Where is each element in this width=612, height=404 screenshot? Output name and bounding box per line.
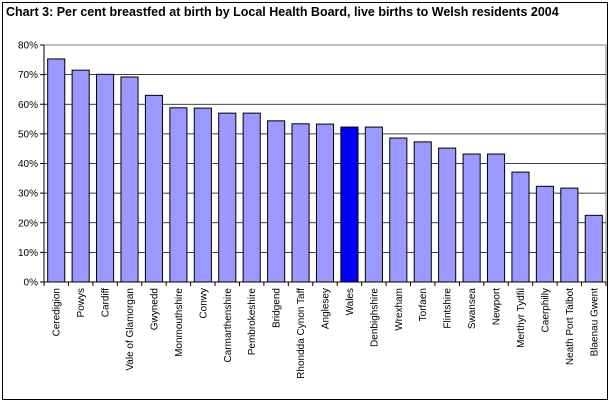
x-tick-label: Newport: [492, 288, 503, 325]
bar-newport: [486, 153, 506, 283]
bar-monmouthshire: [169, 107, 188, 283]
y-tick-label: 60%: [18, 100, 38, 111]
y-tick-label: 20%: [18, 218, 38, 229]
bar-gwynedd: [144, 94, 164, 283]
y-tick-label: 0%: [24, 278, 39, 289]
x-tick-label: Conwy: [198, 288, 209, 319]
bar-pembrokeshire: [242, 112, 261, 283]
bar-flintshire: [438, 147, 457, 283]
bar-neath-port-talbot: [560, 187, 579, 283]
x-tick-label: Blaenau Gwent: [589, 288, 600, 357]
x-tick-label: Ceredigion: [52, 288, 63, 336]
bar-swansea: [462, 153, 481, 283]
bar-carmarthenshire: [218, 112, 237, 283]
y-tick-label: 40%: [18, 159, 38, 170]
bar-bridgend: [267, 120, 286, 283]
x-tick-label: Monmouthshire: [174, 288, 185, 357]
x-tick-label: Carmarthenshire: [223, 288, 234, 363]
bar-conwy: [193, 107, 212, 283]
bar-powys: [71, 69, 90, 283]
y-tick-label: 70%: [18, 70, 38, 81]
x-tick-label: Powys: [76, 288, 87, 317]
x-tick-label: Wrexham: [394, 288, 405, 331]
bar-anglesey: [315, 123, 335, 283]
x-tick-label: Gwynedd: [149, 288, 160, 330]
x-tick-label: Denbighshire: [369, 288, 380, 347]
bar-merthyr-tydfil: [511, 171, 530, 283]
bar-caerphilly: [535, 185, 554, 283]
x-tick-label: Vale of Glamorgan: [125, 288, 136, 371]
x-tick-label: Flintshire: [443, 288, 454, 329]
bar-blaenau-gwent: [584, 214, 603, 283]
x-tick-label: Rhondda Cynon Taff: [296, 288, 307, 379]
chart-title: Chart 3: Per cent breastfed at birth by …: [6, 5, 559, 19]
y-tick-label: 50%: [18, 129, 38, 140]
x-tick-label: Pembrokeshire: [247, 288, 258, 356]
x-tick-label: Swansea: [467, 288, 478, 330]
bar-cardiff: [96, 73, 115, 283]
bar-torfaen: [413, 141, 432, 283]
x-tick-label: Caerphilly: [540, 288, 551, 332]
x-tick-label: Bridgend: [272, 288, 283, 328]
x-tick-label: Merthyr Tydfil: [516, 288, 527, 348]
bar-denbighshire: [364, 126, 383, 283]
bar-ceredigion: [47, 58, 66, 283]
bar-wrexham: [389, 137, 408, 283]
x-tick-label: Anglesey: [321, 288, 332, 329]
x-tick-label: Cardiff: [101, 288, 112, 317]
y-tick-label: 10%: [18, 248, 38, 259]
bar-rhondda-cynon-taff: [291, 123, 310, 283]
y-tick-label: 80%: [18, 41, 38, 52]
bar-vale-of-glamorgan: [120, 76, 139, 283]
bar-wales: [340, 126, 359, 283]
y-tick-label: 30%: [18, 189, 38, 200]
x-tick-label: Neath Port Talbot: [565, 288, 576, 365]
x-tick-label: Torfaen: [418, 288, 429, 321]
x-tick-label: Wales: [345, 288, 356, 315]
